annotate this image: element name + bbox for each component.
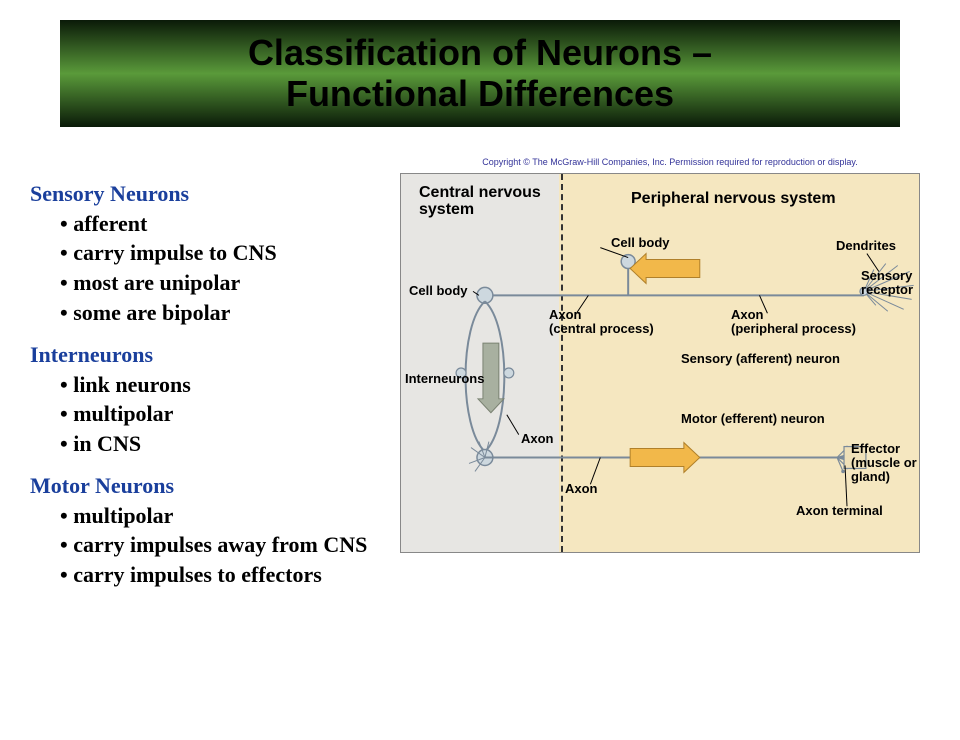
bullet-item: some are bipolar	[60, 298, 400, 328]
diagram-label-axon_central: Axon(central process)	[549, 308, 654, 337]
section-heading: Sensory Neurons	[30, 181, 400, 207]
diagram-label-effector: Effector(muscle orgland)	[851, 442, 917, 485]
title-line2: Functional Differences	[286, 73, 674, 114]
diagram-label-cell_body_left: Cell body	[409, 284, 468, 298]
diagram-label-cell_body_top: Cell body	[611, 236, 670, 250]
neuron-diagram: Central nervoussystem Peripheral nervous …	[400, 173, 920, 553]
diagram-label-sensory_afferent: Sensory (afferent) neuron	[681, 352, 840, 366]
bullet-item: link neurons	[60, 370, 400, 400]
bullet-item: most are unipolar	[60, 268, 400, 298]
diagram-label-sensory_receptor: Sensoryreceptor	[861, 269, 913, 298]
section-heading: Motor Neurons	[30, 473, 400, 499]
bullet-item: carry impulses away from CNS	[60, 530, 400, 560]
diagram-column: Copyright © The McGraw-Hill Companies, I…	[400, 147, 940, 590]
bullet-list: afferentcarry impulse to CNSmost are uni…	[30, 209, 400, 328]
bullet-item: carry impulses to effectors	[60, 560, 400, 590]
bullet-item: multipolar	[60, 501, 400, 531]
diagram-label-pns_title: Peripheral nervous system	[631, 190, 836, 208]
bullet-item: afferent	[60, 209, 400, 239]
diagram-label-motor_efferent: Motor (efferent) neuron	[681, 412, 825, 426]
text-column: Sensory Neuronsafferentcarry impulse to …	[20, 147, 400, 590]
diagram-label-axon_bottom: Axon	[565, 482, 598, 496]
diagram-label-axon_inter: Axon	[521, 432, 554, 446]
diagram-label-interneurons: Interneurons	[405, 372, 484, 386]
copyright-text: Copyright © The McGraw-Hill Companies, I…	[400, 157, 940, 167]
section-heading: Interneurons	[30, 342, 400, 368]
bullet-item: multipolar	[60, 399, 400, 429]
diagram-label-axon_peripheral: Axon(peripheral process)	[731, 308, 856, 337]
diagram-label-cns_title: Central nervoussystem	[419, 184, 541, 219]
bullet-item: in CNS	[60, 429, 400, 459]
cns-pns-divider	[561, 174, 563, 552]
title-banner: Classification of Neurons – Functional D…	[60, 20, 900, 127]
cns-region	[401, 174, 561, 552]
bullet-list: link neuronsmultipolarin CNS	[30, 370, 400, 459]
diagram-label-axon_terminal: Axon terminal	[796, 504, 883, 518]
bullet-list: multipolarcarry impulses away from CNSca…	[30, 501, 400, 590]
diagram-label-dendrites: Dendrites	[836, 239, 896, 253]
bullet-item: carry impulse to CNS	[60, 238, 400, 268]
content-row: Sensory Neuronsafferentcarry impulse to …	[0, 147, 960, 590]
title-line1: Classification of Neurons –	[248, 32, 712, 73]
